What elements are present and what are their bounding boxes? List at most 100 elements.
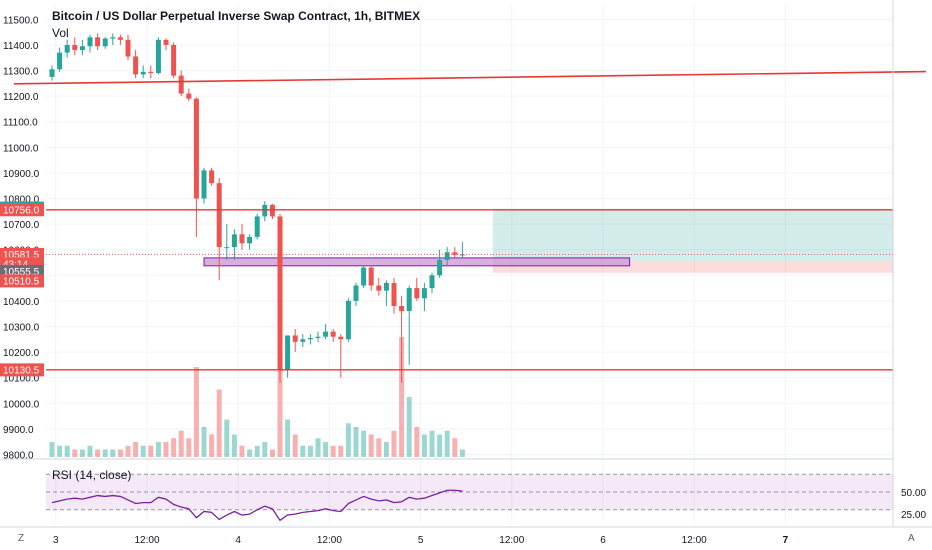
volume-bars	[49, 337, 465, 457]
candle-body	[87, 37, 93, 47]
candle-body	[444, 252, 450, 260]
chart-title: Bitcoin / US Dollar Perpetual Inverse Sw…	[52, 9, 421, 23]
time-tick-label: 12:00	[499, 535, 524, 546]
volume-bar	[307, 445, 313, 457]
volume-bar	[178, 430, 184, 457]
candle-body	[72, 44, 78, 51]
rsi-line	[51, 489, 463, 522]
price-tick-label: 10900.0	[3, 169, 40, 180]
price-tick-label: 11000.0	[3, 143, 39, 154]
candle-body	[49, 69, 55, 77]
candle-body	[209, 170, 215, 184]
volume-bar	[452, 438, 458, 457]
candle-body	[285, 335, 291, 370]
volume-bar	[72, 449, 78, 457]
volume-bar	[262, 442, 268, 457]
volume-bar	[285, 419, 291, 457]
candle-body	[262, 204, 268, 217]
candle-body	[307, 337, 313, 340]
volume-bar	[437, 434, 443, 457]
candle-body	[429, 275, 435, 289]
price-tick-label: 11200.0	[3, 92, 39, 103]
candle-body	[292, 335, 298, 342]
volume-bar	[193, 367, 199, 457]
candle-body	[155, 39, 161, 74]
candle-body	[178, 75, 184, 94]
volume-bar	[231, 434, 237, 457]
price-badge-label: 43:14	[3, 259, 28, 270]
time-tick-label: 5	[418, 535, 424, 546]
candlestick-series	[49, 33, 465, 383]
candle-body	[224, 247, 230, 249]
candle-body	[323, 331, 329, 337]
volume-bar	[338, 445, 344, 457]
volume-bar	[391, 430, 397, 457]
candle-body	[247, 236, 253, 244]
price-tick-label: 11400.0	[3, 41, 39, 52]
volume-bar	[345, 423, 351, 457]
candle-body	[163, 39, 169, 45]
drawing-lines	[13, 70, 927, 371]
auto-scale-button[interactable]: A	[908, 533, 915, 544]
price-tick-label: 10200.0	[3, 348, 40, 359]
volume-bar	[140, 445, 146, 457]
candle-body	[338, 336, 344, 340]
candle-body	[133, 56, 139, 75]
volume-bar	[79, 449, 85, 457]
candle-body	[330, 331, 336, 337]
volume-bar	[277, 359, 283, 457]
timezone-button[interactable]: Z	[18, 533, 25, 544]
volume-bar	[102, 449, 108, 457]
candle-body	[437, 259, 443, 276]
volume-bar	[95, 449, 101, 457]
price-badge-label: 10581.5	[3, 250, 40, 261]
volume-bar	[429, 430, 435, 457]
volume-bar	[399, 337, 405, 457]
candle-body	[79, 46, 85, 51]
time-tick-label: 3	[53, 535, 59, 546]
volume-bar	[368, 434, 374, 457]
volume-bar	[64, 445, 70, 457]
price-tick-label: 11300.0	[3, 67, 39, 78]
volume-bar	[300, 445, 306, 457]
price-tick-label: 10000.0	[3, 399, 40, 410]
volume-bar	[148, 445, 154, 457]
price-tick-label: 9800.0	[3, 450, 34, 461]
volume-bar	[125, 445, 131, 457]
volume-bar	[353, 427, 359, 457]
time-tick-label: 12:00	[134, 535, 159, 546]
price-tick-label: 11500.0	[3, 15, 39, 26]
candle-body	[231, 234, 237, 248]
volume-bar	[247, 449, 253, 457]
volume-bar	[361, 430, 367, 457]
price-tick-label: 10100.0	[3, 374, 40, 385]
volume-bar	[323, 442, 329, 457]
time-tick-label: 4	[235, 535, 241, 546]
candle-body	[361, 267, 367, 286]
candle-body	[95, 37, 101, 47]
volume-bar	[216, 389, 222, 457]
candle-body	[315, 336, 321, 338]
profit-zone	[492, 208, 893, 261]
candle-body	[57, 52, 63, 70]
candle-body	[391, 282, 397, 306]
price-badge-label: 10510.5	[3, 276, 40, 287]
volume-bar	[171, 438, 177, 457]
candle-body	[125, 39, 131, 57]
rsi-label: RSI (14, close)	[52, 468, 132, 482]
candle-body	[140, 71, 146, 75]
price-tick-label: 10800.0	[3, 195, 40, 206]
candle-body	[64, 44, 70, 53]
volume-bar	[330, 445, 336, 457]
volume-bar	[133, 442, 139, 457]
volume-bar	[209, 434, 215, 457]
volume-bar	[414, 427, 420, 457]
candle-body	[300, 339, 306, 342]
price-tick-label: 10400.0	[3, 297, 40, 308]
price-badge-label: 10756.0	[3, 205, 40, 216]
volume-bar	[421, 434, 427, 457]
support-rectangle	[203, 257, 631, 267]
candle-body	[201, 170, 207, 199]
